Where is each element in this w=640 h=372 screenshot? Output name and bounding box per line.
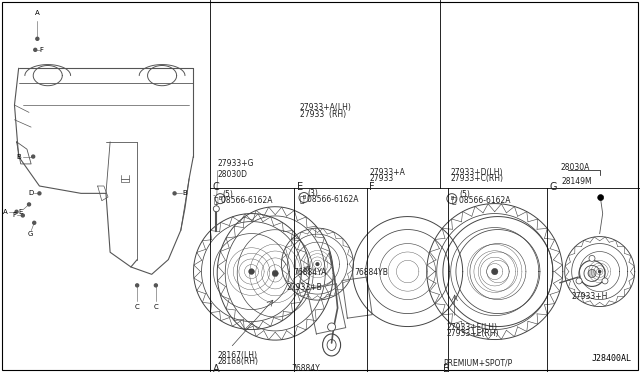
Text: 27933+A: 27933+A xyxy=(370,168,406,177)
Text: E: E xyxy=(19,209,23,215)
Circle shape xyxy=(316,263,319,265)
Text: F: F xyxy=(12,212,17,218)
Text: 27933+B: 27933+B xyxy=(287,283,323,292)
Text: 27933+H: 27933+H xyxy=(572,292,608,301)
Text: 27933+A(LH): 27933+A(LH) xyxy=(300,103,351,112)
Text: Ⓑ 08566-6162A: Ⓑ 08566-6162A xyxy=(300,195,358,203)
Circle shape xyxy=(588,269,596,278)
Text: 27933+F(LH): 27933+F(LH) xyxy=(446,323,497,332)
Text: 27933+G: 27933+G xyxy=(218,159,254,168)
Circle shape xyxy=(38,192,41,195)
Circle shape xyxy=(492,269,497,274)
Text: 27933  (RH): 27933 (RH) xyxy=(300,110,346,119)
Circle shape xyxy=(34,48,36,51)
Text: PREMIUM+SPOT/P: PREMIUM+SPOT/P xyxy=(443,358,512,367)
Text: A: A xyxy=(212,364,219,372)
Text: D: D xyxy=(29,190,34,196)
Circle shape xyxy=(33,221,36,224)
Text: Ⓑ 08566-6162A: Ⓑ 08566-6162A xyxy=(214,196,272,205)
Circle shape xyxy=(576,278,582,284)
Circle shape xyxy=(249,269,254,274)
Text: C: C xyxy=(135,304,140,311)
Text: A: A xyxy=(35,10,40,16)
Text: (5): (5) xyxy=(460,190,470,199)
Circle shape xyxy=(299,193,309,202)
Text: G: G xyxy=(549,182,557,192)
Text: B: B xyxy=(218,196,222,201)
Text: 76884YA: 76884YA xyxy=(293,268,326,277)
Circle shape xyxy=(173,192,176,195)
Text: F: F xyxy=(369,182,374,192)
Text: B: B xyxy=(182,190,188,196)
Text: 28167(LH): 28167(LH) xyxy=(218,351,258,360)
Text: 27933+C(RH): 27933+C(RH) xyxy=(451,174,504,183)
Text: 27933: 27933 xyxy=(370,174,394,183)
Circle shape xyxy=(589,256,595,262)
Text: F: F xyxy=(40,47,44,53)
Text: B: B xyxy=(450,196,454,201)
Text: C: C xyxy=(212,182,220,192)
Text: C: C xyxy=(154,304,158,311)
Circle shape xyxy=(213,206,220,212)
Circle shape xyxy=(15,210,18,213)
Text: (5): (5) xyxy=(222,190,233,199)
Text: 28030A: 28030A xyxy=(561,163,590,172)
Circle shape xyxy=(598,270,601,273)
Text: J28400AL: J28400AL xyxy=(591,354,632,363)
Text: B: B xyxy=(302,195,306,200)
Circle shape xyxy=(36,37,39,40)
Text: 76884YB: 76884YB xyxy=(354,268,388,277)
Text: B: B xyxy=(443,364,450,372)
Circle shape xyxy=(136,284,139,287)
Text: 27933+D(LH): 27933+D(LH) xyxy=(451,168,503,177)
Text: 28030D: 28030D xyxy=(218,170,248,179)
Text: 76884Y: 76884Y xyxy=(291,364,320,372)
Circle shape xyxy=(447,194,457,203)
Text: G: G xyxy=(28,231,33,237)
Circle shape xyxy=(28,203,31,206)
Circle shape xyxy=(32,155,35,158)
Text: E: E xyxy=(297,182,303,192)
Circle shape xyxy=(21,214,24,217)
Circle shape xyxy=(273,271,278,276)
Circle shape xyxy=(154,284,157,287)
Text: A: A xyxy=(3,209,8,215)
Circle shape xyxy=(215,194,225,203)
Text: 27933+E(RH): 27933+E(RH) xyxy=(446,329,499,338)
Text: 28168(RH): 28168(RH) xyxy=(218,357,259,366)
Circle shape xyxy=(328,323,335,331)
Circle shape xyxy=(598,195,604,201)
Text: (3): (3) xyxy=(307,189,318,198)
Circle shape xyxy=(602,278,608,284)
Text: B: B xyxy=(16,154,21,160)
Text: Ⓑ 08566-6162A: Ⓑ 08566-6162A xyxy=(452,196,510,205)
Text: 28149M: 28149M xyxy=(562,177,593,186)
